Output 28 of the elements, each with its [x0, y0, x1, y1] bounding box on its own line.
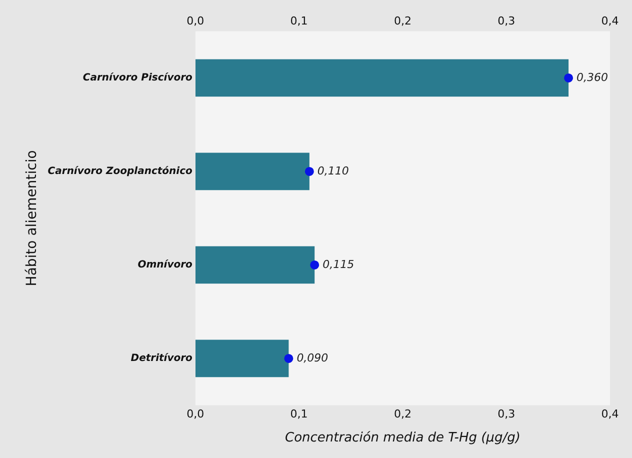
y-axis-title: Hábito aliementicio — [24, 150, 40, 286]
y-tick-label: Carnívoro Piscívoro — [82, 72, 193, 84]
data-label: 0,360 — [576, 70, 608, 84]
point — [310, 260, 320, 270]
bar — [195, 152, 310, 190]
x-tick-label: 0,1 — [290, 408, 308, 421]
y-tick-label: Omnívoro — [138, 260, 193, 271]
data-label: 0,090 — [296, 351, 328, 364]
bar — [195, 340, 289, 378]
x2-tick-label: 0,1 — [290, 14, 308, 28]
point — [564, 73, 574, 82]
x-tick-label: 0,4 — [601, 408, 619, 421]
point — [284, 354, 294, 363]
x2-tick-label: 0,3 — [498, 14, 516, 28]
x2-tick-label: 0,2 — [394, 14, 412, 28]
x2-tick-label: 0,4 — [601, 14, 619, 28]
y-tick-label: Detritívoro — [130, 353, 193, 364]
x-tick-label: 0,3 — [498, 408, 516, 421]
point — [304, 166, 314, 176]
bar — [195, 59, 569, 97]
bar — [195, 246, 315, 284]
x-tick-label: 0,0 — [186, 408, 204, 421]
x-tick-label: 0,2 — [394, 408, 412, 421]
data-label: 0,115 — [322, 258, 354, 271]
data-label: 0,110 — [317, 164, 349, 178]
x-axis-title: Concentración media de T-Hg (µg/g) — [285, 430, 520, 446]
x2-tick-label: 0,0 — [186, 14, 204, 28]
y-tick-label: Carnívoro Zooplanctónico — [48, 166, 193, 178]
